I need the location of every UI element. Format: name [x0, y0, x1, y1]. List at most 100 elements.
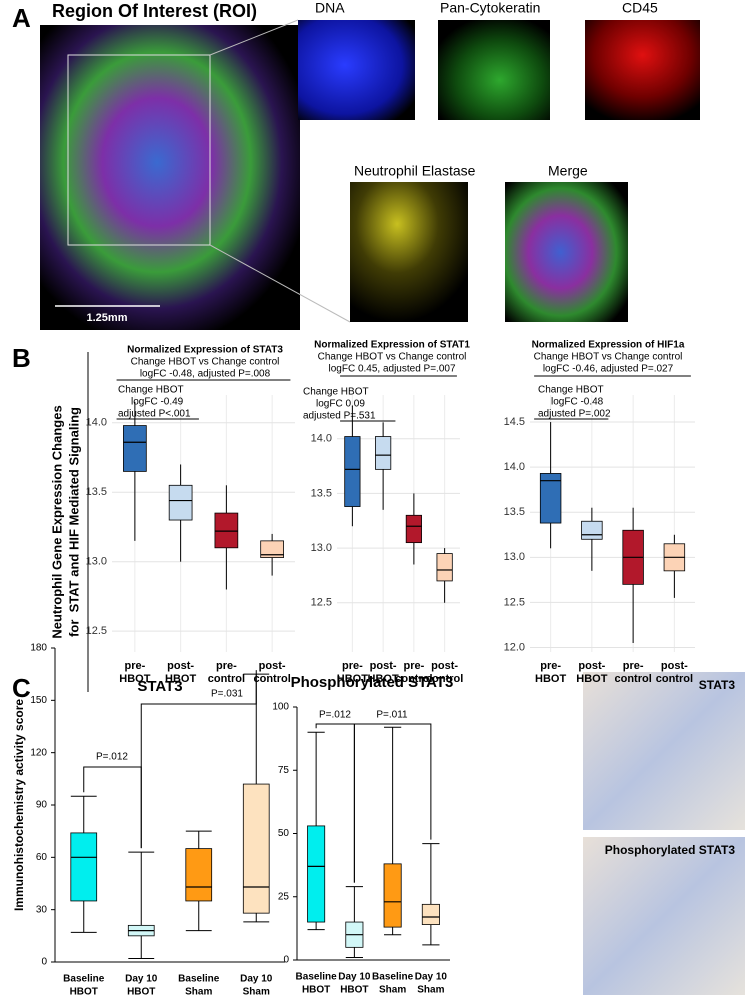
box	[405, 514, 422, 544]
x-tick-label: HBOT	[119, 673, 150, 685]
y-tick-label: 12.5	[311, 597, 332, 609]
ihc-image	[583, 837, 745, 995]
bracket	[353, 723, 432, 883]
y-tick-label: 30	[36, 904, 48, 915]
x-tick-label: pre-	[124, 660, 145, 672]
image-label: Phosphorylated STAT3	[605, 843, 736, 857]
image-label: Pan-Cytokeratin	[440, 0, 540, 16]
y-tick-label: 12.0	[504, 641, 525, 653]
annotation: logFC -0.48	[551, 397, 604, 408]
y-tick-label: 14.0	[86, 417, 107, 429]
annotation: logFC 0.09	[316, 399, 365, 410]
y-tick-label: 75	[278, 765, 290, 776]
y-tick-label: 13.0	[504, 551, 525, 563]
x-tick-label: HBOT	[127, 987, 155, 998]
box	[421, 903, 440, 925]
x-tick-label: HBOT	[576, 673, 607, 685]
annotation: logFC -0.49	[131, 397, 184, 408]
box	[383, 863, 402, 928]
annotation: adjusted P=.002	[538, 409, 611, 420]
x-tick-label: Sham	[185, 987, 212, 998]
x-tick-label: Baseline	[296, 972, 338, 983]
merge-image	[505, 182, 628, 322]
x-tick-label: Baseline	[63, 974, 105, 985]
x-tick-label: pre-	[623, 660, 644, 672]
x-tick-label: HBOT	[165, 673, 196, 685]
y-tick-label: 14.0	[311, 433, 332, 445]
x-tick-label: control	[395, 673, 432, 685]
x-tick-label: post-	[578, 660, 605, 672]
y-tick-label: 90	[36, 800, 48, 811]
x-tick-label: pre-	[342, 660, 363, 672]
y-tick-label: 100	[272, 702, 289, 713]
x-tick-label: post-	[259, 660, 286, 672]
x-tick-label: Day 10	[338, 972, 371, 983]
y-tick-label: 25	[278, 891, 290, 902]
annotation: adjusted P=.531	[303, 411, 376, 422]
annotation: P=.012	[319, 710, 351, 721]
x-tick-label: Day 10	[240, 974, 273, 985]
annotation: Change HBOT	[118, 385, 184, 396]
image-label: DNA	[315, 0, 345, 16]
annotation: logFC -0.48, adjusted P=.008	[140, 369, 271, 380]
chart-title: Normalized Expression of HIF1a	[532, 340, 685, 351]
y-tick-label: 13.5	[311, 487, 332, 499]
chart-title: Normalized Expression of STAT3	[127, 345, 283, 356]
box	[242, 783, 270, 914]
annotation: P=.031	[211, 689, 243, 700]
y-tick-label: 120	[30, 747, 47, 758]
scale-label: 1.25mm	[87, 312, 128, 324]
x-tick-label: post-	[167, 660, 194, 672]
x-tick-label: Sham	[417, 985, 444, 996]
image-label: STAT3	[699, 678, 736, 692]
box	[539, 473, 562, 524]
box	[307, 825, 326, 923]
annotation: Change HBOT vs Change control	[131, 357, 280, 368]
x-tick-label: post-	[431, 660, 458, 672]
cd45-image	[585, 20, 700, 120]
box	[375, 436, 392, 470]
ne-image	[350, 182, 468, 322]
x-tick-label: Baseline	[372, 972, 414, 983]
annotation: P=.011	[376, 710, 408, 721]
chart-title: Phosphorylated STAT3	[291, 674, 454, 691]
x-tick-label: Sham	[379, 985, 406, 996]
y-tick-label: 12.5	[86, 625, 107, 637]
y-tick-label: 60	[36, 852, 48, 863]
y-tick-label: 13.0	[311, 542, 332, 554]
box	[123, 425, 147, 472]
roi-image	[40, 25, 300, 330]
box	[260, 540, 284, 558]
roi-box	[67, 54, 211, 246]
chart-title: STAT3	[137, 678, 182, 695]
x-tick-label: pre-	[403, 660, 424, 672]
x-tick-label: control	[614, 673, 651, 685]
y-axis-label: Neutrophil Gene Expression Changes	[49, 405, 64, 638]
y-tick-label: 12.5	[504, 596, 525, 608]
annotation: Change HBOT	[538, 385, 604, 396]
x-tick-label: Baseline	[178, 974, 220, 985]
chart-title: Normalized Expression of STAT1	[314, 340, 470, 351]
box	[168, 484, 193, 521]
y-axis-label: Immunohistochemistry activity score	[12, 699, 26, 911]
x-tick-label: HBOT	[340, 985, 368, 996]
x-tick-label: HBOT	[70, 987, 98, 998]
x-tick-label: Day 10	[125, 974, 158, 985]
ck-image	[438, 20, 550, 120]
image-label: Merge	[548, 163, 588, 179]
annotation: Change HBOT vs Change control	[318, 352, 467, 363]
ihc-image	[583, 672, 745, 830]
annotation: logFC -0.46, adjusted P=.027	[543, 364, 674, 375]
x-tick-label: HBOT	[337, 673, 368, 685]
x-tick-label: control	[656, 673, 693, 685]
y-tick-label: 0	[41, 957, 47, 968]
image-label: Neutrophil Elastase	[354, 163, 476, 179]
y-tick-label: 150	[30, 695, 47, 706]
box	[581, 520, 603, 540]
x-tick-label: control	[253, 673, 290, 685]
connector	[209, 19, 299, 56]
y-tick-label: 13.5	[504, 506, 525, 518]
y-tick-label: 180	[30, 643, 47, 654]
x-tick-label: control	[208, 673, 245, 685]
